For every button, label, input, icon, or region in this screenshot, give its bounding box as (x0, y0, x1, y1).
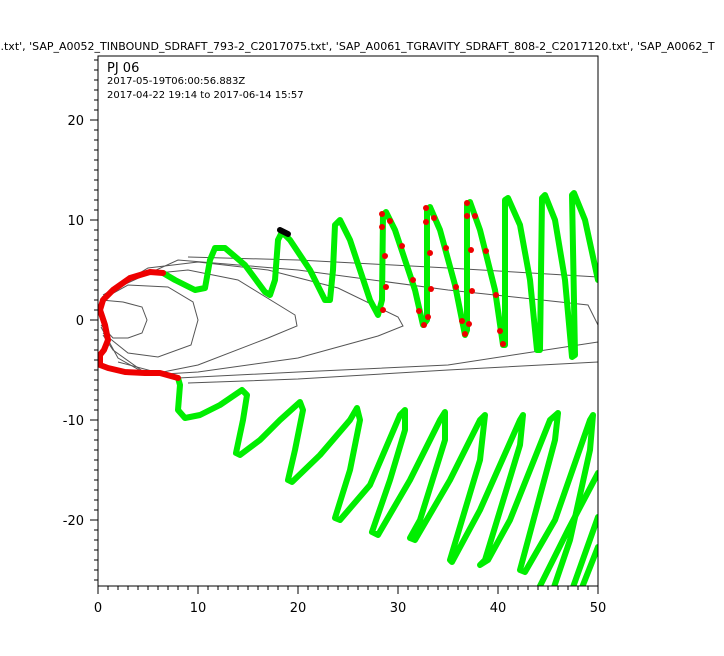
event-marker (382, 253, 388, 259)
y-tick-label: 10 (67, 214, 84, 229)
event-marker (428, 286, 434, 292)
event-marker (500, 341, 506, 347)
field-line (187, 361, 598, 384)
event-marker (466, 321, 472, 327)
x-tick-label: 10 (190, 601, 207, 616)
x-tick-label: 30 (390, 601, 407, 616)
x-tick-label: 20 (290, 601, 307, 616)
event-marker (483, 248, 489, 254)
event-marker (387, 218, 393, 224)
y-tick-label: -10 (63, 414, 84, 429)
field-line (100, 284, 199, 358)
field-line (187, 256, 598, 278)
chart-title: ..txt', 'SAP_A0052_TINBOUND_SDRAFT_793-2… (0, 40, 715, 53)
event-marker (427, 250, 433, 256)
event-marker (431, 215, 437, 221)
y-tick-label: 20 (67, 114, 84, 129)
annotation-orbit: PJ 06 (107, 61, 139, 76)
trajectory-segment (175, 375, 596, 586)
event-marker (380, 307, 386, 313)
event-marker (423, 205, 429, 211)
event-marker (497, 328, 503, 334)
event-marker (469, 288, 475, 294)
event-marker (453, 284, 459, 290)
event-marker (416, 308, 422, 314)
y-tick-label: 0 (76, 314, 84, 329)
event-marker (379, 211, 385, 217)
event-marker (421, 322, 427, 328)
event-marker (493, 292, 499, 298)
trajectory-segment (579, 544, 598, 586)
plot-content (98, 190, 598, 586)
event-marker (459, 318, 465, 324)
annotation-range: 2017-04-22 19:14 to 2017-06-14 15:57 (107, 90, 304, 101)
trajectory-segment (570, 514, 598, 586)
trajectory-segment (536, 470, 598, 586)
y-tick-label: -20 (63, 514, 84, 529)
trajectory-segment (98, 269, 181, 381)
event-marker (472, 213, 478, 219)
event-marker (443, 245, 449, 251)
x-tick-label: 50 (590, 601, 607, 616)
event-marker (425, 314, 431, 320)
x-tick-label: 0 (94, 601, 102, 616)
field-line (107, 259, 598, 379)
field-line (100, 299, 148, 339)
event-marker (464, 200, 470, 206)
event-marker (423, 219, 429, 225)
event-marker (464, 213, 470, 219)
event-marker (399, 243, 405, 249)
event-marker (379, 224, 385, 230)
event-marker (383, 284, 389, 290)
x-tick-label: 40 (490, 601, 507, 616)
annotation-timestamp: 2017-05-19T06:00:56.883Z (107, 76, 245, 87)
trajectory-segment (277, 227, 291, 237)
event-marker (468, 247, 474, 253)
event-marker (410, 277, 416, 283)
plot-area (98, 56, 598, 586)
event-marker (462, 331, 468, 337)
axes: 0 10 20 30 40 50 -20 -10 0 10 20 (63, 59, 607, 616)
